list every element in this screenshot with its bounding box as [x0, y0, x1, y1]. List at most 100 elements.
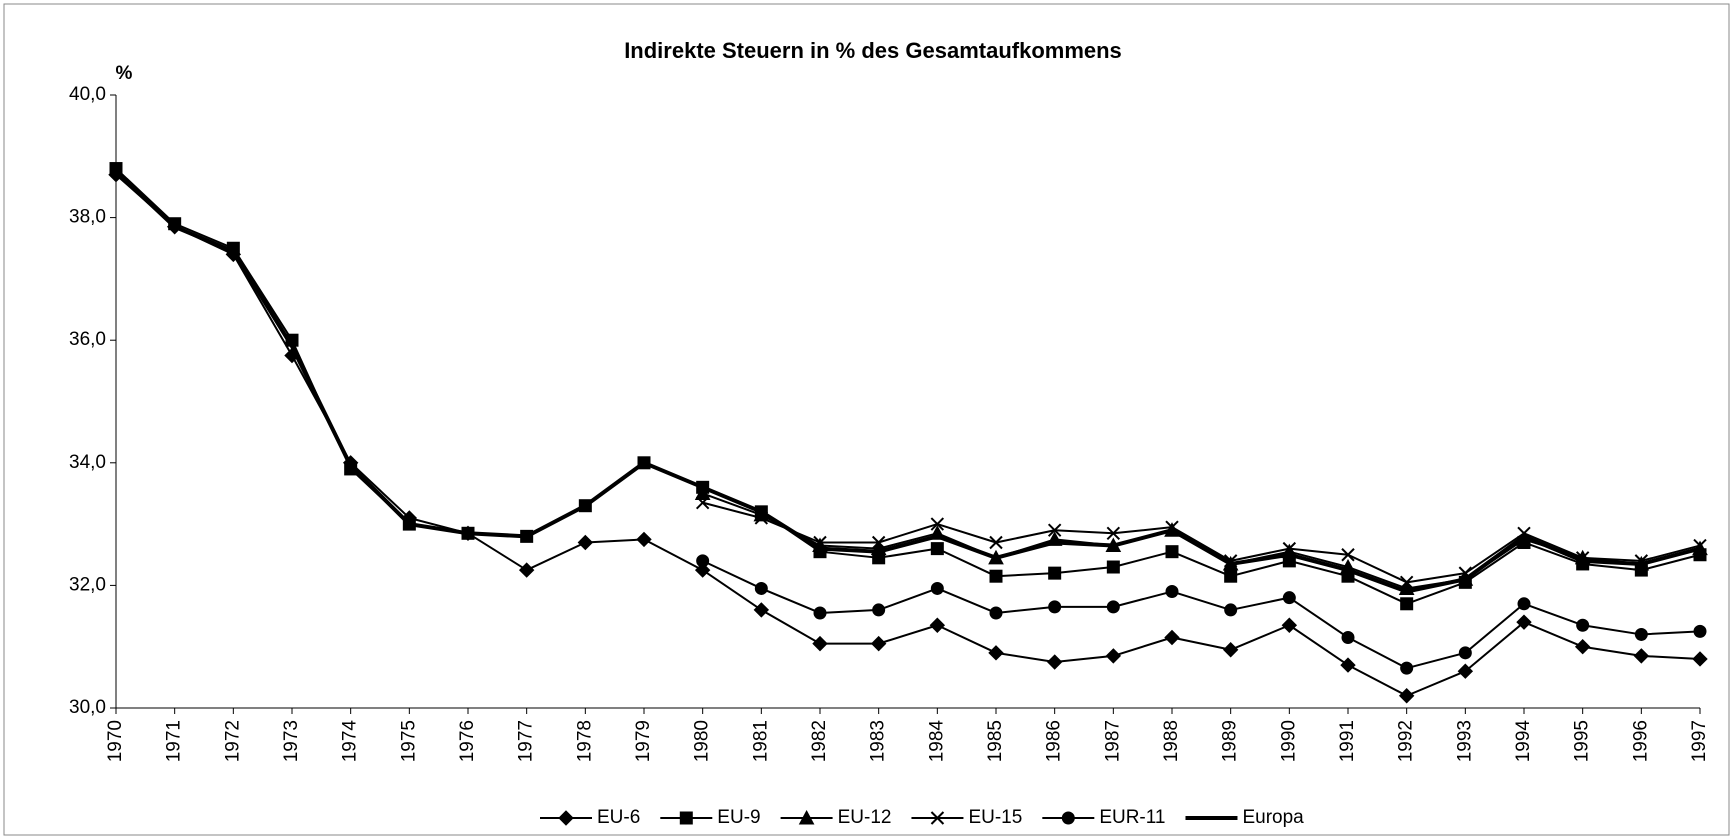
legend-label: EU-9	[717, 807, 760, 828]
y-tick-label: 36,0	[69, 329, 106, 350]
legend-label: EUR-11	[1099, 807, 1165, 828]
data-point	[696, 554, 710, 568]
data-point	[1048, 566, 1062, 580]
data-point	[1281, 617, 1298, 633]
data-point	[813, 606, 827, 620]
data-point	[1574, 638, 1591, 655]
x-tick-label: 1991	[1337, 720, 1358, 762]
x-tick-label: 1983	[868, 720, 889, 762]
x-tick-label: 1984	[926, 720, 947, 763]
data-point	[753, 602, 770, 618]
legend-marker	[679, 811, 693, 825]
x-tick-label: 1979	[633, 720, 654, 762]
x-tick-label: 1981	[750, 720, 771, 762]
data-point	[1105, 648, 1122, 664]
data-point	[930, 517, 945, 531]
data-point	[870, 635, 887, 652]
x-tick-label: 1993	[1454, 720, 1475, 762]
data-point	[1398, 688, 1415, 704]
x-tick-label: 1986	[1044, 720, 1065, 762]
data-point	[694, 485, 711, 500]
data-point	[812, 635, 828, 652]
x-tick-label: 1985	[985, 720, 1006, 762]
data-point	[930, 581, 944, 595]
data-point	[988, 645, 1004, 661]
data-point	[1400, 661, 1414, 675]
chart-frame	[3, 3, 1730, 836]
data-point	[1282, 541, 1297, 556]
x-tick-label: 1996	[1630, 720, 1651, 762]
chart-title: Indirekte Steuern in % des Gesamtaufkomm…	[624, 38, 1122, 63]
data-point	[1400, 597, 1414, 611]
data-point	[754, 581, 768, 595]
data-point	[871, 535, 886, 550]
data-point	[1633, 648, 1650, 664]
data-point	[1341, 631, 1355, 645]
data-point	[1457, 663, 1474, 679]
data-point	[989, 606, 1003, 620]
x-tick-label: 1997	[1689, 720, 1710, 762]
data-point	[1106, 560, 1120, 574]
y-tick-label: 40,0	[69, 84, 106, 105]
x-tick-label: 1988	[1161, 720, 1182, 762]
series-line	[114, 170, 1701, 594]
data-point	[1222, 642, 1239, 658]
x-tick-label: 1975	[398, 720, 419, 762]
data-point	[929, 617, 946, 633]
data-point	[1046, 654, 1063, 670]
data-point	[1282, 591, 1296, 605]
legend-label: EU-12	[838, 807, 892, 828]
data-point	[1340, 657, 1356, 673]
x-tick-label: 1976	[457, 720, 478, 762]
x-tick-label: 1987	[1102, 720, 1123, 762]
legend-marker	[1061, 811, 1075, 825]
data-point	[1106, 526, 1121, 541]
x-tick-label: 1994	[1513, 720, 1534, 763]
data-point	[989, 569, 1003, 583]
data-point	[1164, 629, 1180, 646]
x-tick-label: 1970	[105, 720, 126, 762]
data-point	[518, 562, 535, 578]
x-tick-label: 1990	[1278, 720, 1299, 762]
data-point	[1516, 614, 1532, 630]
x-tick-label: 1995	[1572, 720, 1593, 762]
series-line	[702, 501, 1701, 584]
x-tick-label: 1989	[1220, 720, 1241, 762]
x-tick-label: 1978	[574, 720, 595, 762]
data-point	[930, 542, 944, 556]
data-point	[1399, 575, 1414, 590]
x-tick-label: 1971	[164, 720, 185, 762]
data-point	[1517, 597, 1531, 611]
data-point	[872, 603, 886, 617]
legend-label: EU-15	[968, 807, 1022, 828]
data-point	[1458, 646, 1472, 660]
x-tick-label: 1992	[1396, 720, 1417, 762]
data-point	[695, 495, 710, 510]
data-point	[577, 534, 594, 551]
legend-marker	[798, 809, 815, 825]
series-line	[702, 559, 1701, 670]
legend-marker	[930, 811, 945, 825]
data-point	[1224, 603, 1238, 617]
y-axis-label: %	[116, 63, 133, 84]
data-point	[1634, 627, 1648, 641]
data-point	[1341, 548, 1355, 562]
x-tick-label: 1977	[516, 720, 537, 762]
legend-label: Europa	[1242, 807, 1304, 828]
legend-label: EU-6	[597, 807, 640, 828]
data-point	[1048, 600, 1062, 614]
data-point	[1693, 624, 1707, 638]
data-point	[989, 535, 1003, 550]
x-tick-label: 1980	[692, 720, 713, 762]
y-tick-label: 30,0	[69, 697, 106, 718]
data-point	[109, 162, 123, 176]
data-point	[1224, 569, 1238, 583]
x-tick-label: 1972	[222, 720, 243, 762]
series-line	[115, 173, 1701, 697]
y-tick-label: 32,0	[69, 574, 106, 595]
data-point	[1047, 523, 1062, 537]
data-point	[1692, 651, 1708, 667]
x-tick-label: 1973	[281, 720, 302, 762]
legend-marker	[558, 810, 574, 826]
